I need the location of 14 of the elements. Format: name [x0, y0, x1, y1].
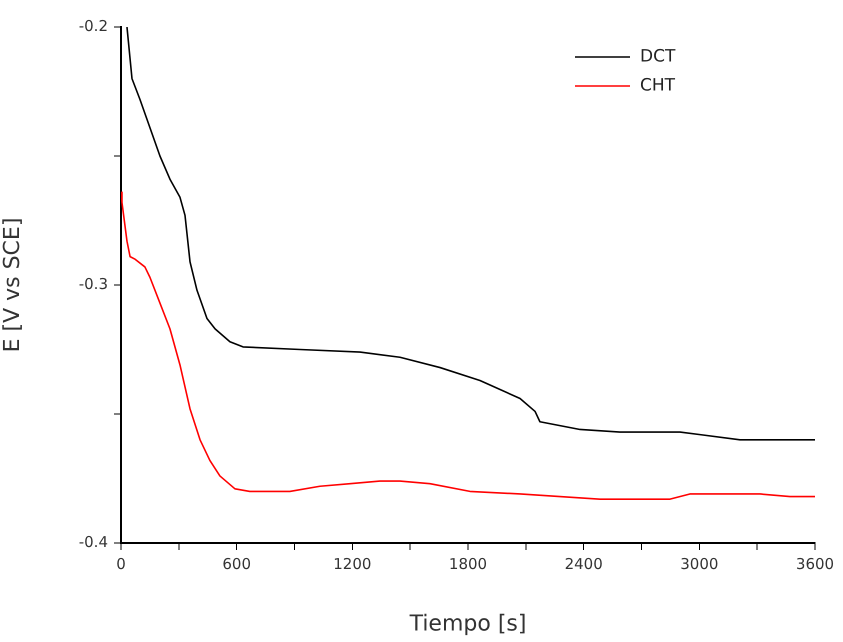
x-tick-label: 2400 — [564, 554, 603, 573]
x-tick-label: 0 — [116, 554, 126, 573]
legend-label: CHT — [640, 75, 676, 96]
legend-label: DCT — [640, 46, 676, 66]
y-tick-label: -0.4 — [78, 532, 108, 551]
x-tick-label: 600 — [222, 554, 251, 573]
x-tick-label: 3600 — [796, 554, 834, 573]
y-tick-label: -0.3 — [78, 274, 108, 293]
x-tick-label: 1800 — [448, 554, 488, 573]
x-axis-title: Tiempo [s] — [408, 612, 526, 637]
y-axis-title: E [V vs SCE] — [0, 218, 25, 352]
x-tick-label: 1200 — [333, 554, 372, 573]
x-tick-label: 3000 — [680, 554, 718, 573]
y-tick-label: -0.2 — [78, 16, 108, 35]
